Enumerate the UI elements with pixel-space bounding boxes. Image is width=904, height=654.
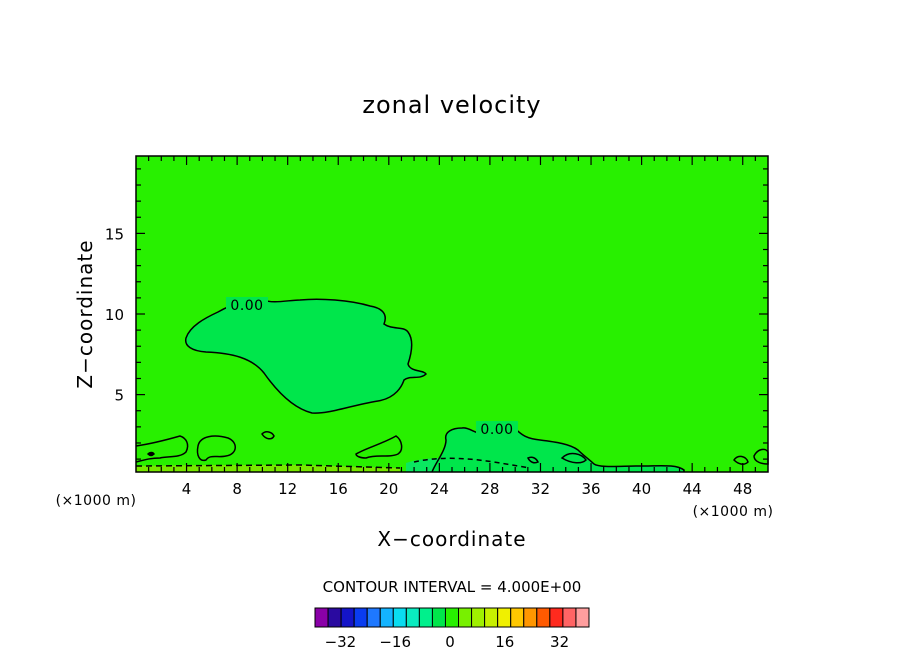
colorbar-swatch (471, 607, 486, 628)
y-axis-label: Z−coordinate (73, 239, 97, 388)
colorbar-tick-label: 0 (445, 633, 455, 651)
colorbar-swatch (497, 607, 512, 628)
colorbar-swatch (392, 607, 407, 628)
contour-interval-text: CONTOUR INTERVAL = 4.000E+00 (323, 578, 582, 596)
colorbar-swatch (405, 607, 420, 628)
colorbar-swatch (366, 607, 381, 628)
x-tick-label: 24 (430, 480, 449, 498)
x-axis-label: X−coordinate (377, 527, 526, 551)
x-axis-ticks: 4 8 12 16 20 24 28 32 36 40 44 48 (148, 156, 756, 498)
colorbar-swatch (340, 607, 355, 628)
y-tick-label: 10 (105, 306, 124, 324)
x-unit-left: (×1000 m) (56, 493, 137, 509)
contour-line-2 (431, 426, 685, 473)
y-tick-label: 15 (105, 225, 124, 243)
x-tick-label: 44 (683, 480, 702, 498)
colorbar-swatch (327, 607, 342, 628)
contour-region-2 (432, 427, 684, 472)
y-axis-ticks: 5 10 15 (105, 168, 768, 460)
colorbar-swatch (510, 607, 525, 628)
contour-line-main (184, 298, 427, 414)
colorbar-swatch (575, 607, 590, 628)
contour-region-main (185, 299, 426, 414)
colorbar-tick-label: 32 (550, 633, 569, 651)
colorbar-tick-label: −32 (325, 633, 357, 651)
x-tick-label: 4 (182, 480, 192, 498)
contour-label-2: 0.00 (480, 422, 513, 438)
colorbar-swatch (549, 607, 564, 628)
colorbar-swatch (418, 607, 433, 628)
chart-title: zonal velocity (362, 91, 541, 119)
x-tick-label: 12 (278, 480, 297, 498)
plot-area: 0.00 0.00 (135, 155, 769, 473)
colorbar-swatch (523, 607, 538, 628)
x-tick-label: 36 (581, 480, 600, 498)
colorbar (314, 607, 590, 628)
x-tick-label: 48 (733, 480, 752, 498)
contour-label-bg-1 (226, 297, 268, 312)
x-tick-label: 28 (480, 480, 499, 498)
colorbar-swatch (536, 607, 551, 628)
x-tick-label: 16 (329, 480, 348, 498)
colorbar-swatch (458, 607, 473, 628)
x-unit-right: (×1000 m) (693, 504, 774, 520)
x-tick-label: 8 (232, 480, 242, 498)
colorbar-tick-label: 16 (495, 633, 514, 651)
colorbar-swatch (379, 607, 394, 628)
x-tick-label: 40 (632, 480, 651, 498)
y-tick-label: 5 (114, 387, 124, 405)
colorbar-labels: −32 −16 0 16 32 (325, 633, 570, 651)
colorbar-swatch (444, 607, 460, 628)
x-tick-label: 20 (379, 480, 398, 498)
colorbar-swatch (314, 607, 329, 628)
colorbar-swatch (431, 607, 446, 628)
colorbar-swatch (353, 607, 368, 628)
contour-label-1: 0.00 (230, 298, 263, 314)
colorbar-tick-label: −16 (379, 633, 411, 651)
colorbar-swatch (484, 607, 499, 628)
lower-band-fill (136, 465, 400, 472)
colorbar-swatch (562, 607, 577, 628)
x-tick-label: 32 (531, 480, 550, 498)
contour-label-bg-2 (476, 421, 518, 436)
